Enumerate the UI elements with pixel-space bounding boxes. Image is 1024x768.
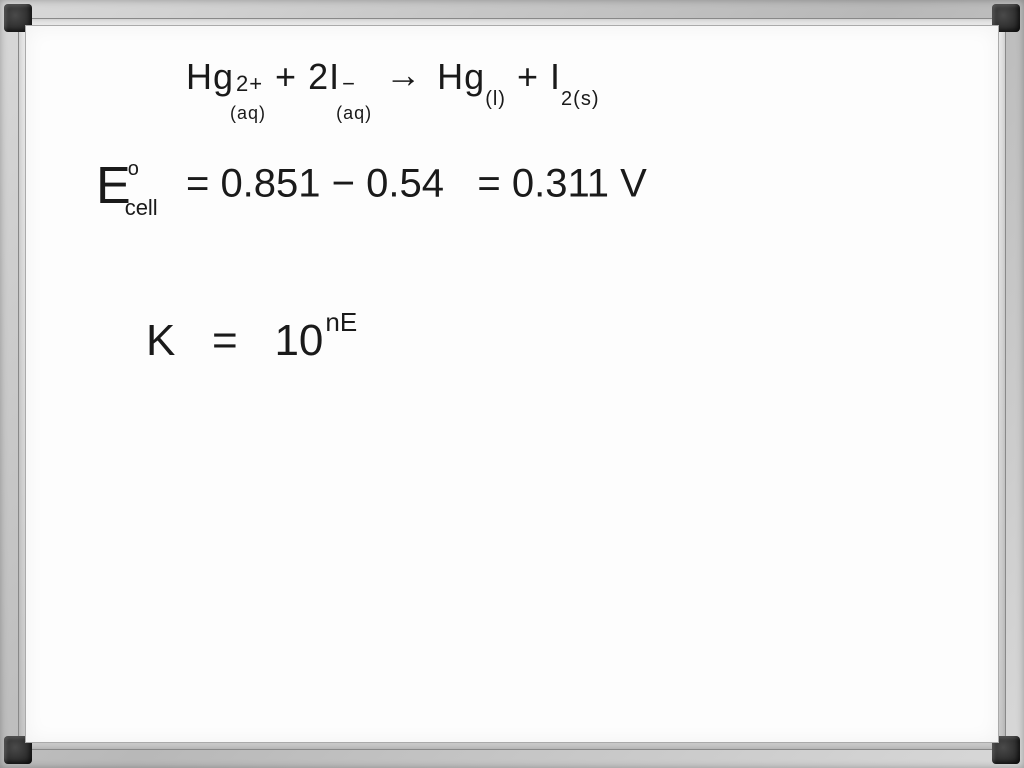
ecell-subscript: cell (125, 195, 158, 220)
ecell-result: 0.311 (512, 162, 609, 206)
product2-subscript: 2 (561, 88, 573, 110)
ecell-equals: = (186, 162, 209, 206)
ecell-unit: V (620, 162, 647, 206)
whiteboard-surface: Hg2+(aq) + 2I−(aq) → Hg(l) + I2(s) Ecell… (25, 25, 999, 743)
ecell-minus: − (332, 162, 355, 206)
reactant2-coeff: 2 (308, 56, 329, 97)
product1-phase: (l) (485, 88, 506, 110)
reactant1-phase: (aq) (230, 103, 266, 124)
k-exponent: nE (325, 307, 357, 337)
k-expression: K = 10nE (146, 316, 355, 366)
frame-inner-bevel: Hg2+(aq) + 2I−(aq) → Hg(l) + I2(s) Ecell… (18, 18, 1006, 750)
ecell-equals2: = (477, 162, 500, 206)
k-symbol: K (146, 316, 175, 365)
plus-1: + (275, 56, 297, 97)
reactant1-charge: 2+ (236, 71, 263, 97)
reactant2-charge: − (342, 71, 356, 97)
reactant1-species: Hg (186, 56, 234, 97)
ecell-val1: 0.851 (220, 162, 320, 206)
product2-species: I (550, 56, 561, 97)
chemical-equation: Hg2+(aq) + 2I−(aq) → Hg(l) + I2(s) (186, 56, 600, 103)
product1-species: Hg (437, 56, 485, 97)
whiteboard-frame: Hg2+(aq) + 2I−(aq) → Hg(l) + I2(s) Ecell… (0, 0, 1024, 768)
reaction-arrow: → (385, 54, 422, 96)
ecell-val2: 0.54 (366, 162, 444, 206)
k-equals: = (212, 316, 238, 365)
ecell-superscript: o (128, 158, 139, 180)
plus-2: + (517, 56, 539, 97)
k-base: 10 (274, 316, 323, 365)
ecell-calculation: Ecello = 0.851 − 0.54 = 0.311 V (96, 156, 647, 216)
product2-phase: (s) (573, 88, 599, 110)
reactant2-species: I (329, 56, 340, 97)
reactant2-phase: (aq) (336, 103, 372, 124)
